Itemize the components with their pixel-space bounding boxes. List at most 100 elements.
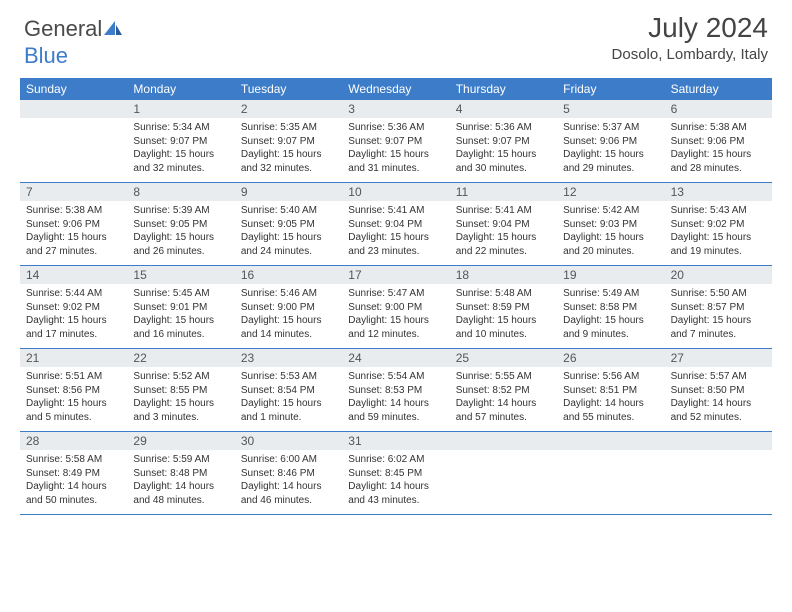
sunrise-text: Sunrise: 5:34 AM <box>133 121 228 135</box>
calendar-cell: 14Sunrise: 5:44 AMSunset: 9:02 PMDayligh… <box>20 266 127 348</box>
cell-body: Sunrise: 5:38 AMSunset: 9:06 PMDaylight:… <box>665 118 772 180</box>
sunset-text: Sunset: 9:06 PM <box>563 135 658 149</box>
daylight-text: Daylight: 15 hours and 30 minutes. <box>456 148 551 175</box>
daylight-text: Daylight: 15 hours and 20 minutes. <box>563 231 658 258</box>
daylight-text: Daylight: 15 hours and 12 minutes. <box>348 314 443 341</box>
day-number: 29 <box>127 432 234 450</box>
sunrise-text: Sunrise: 6:00 AM <box>241 453 336 467</box>
sunset-text: Sunset: 9:06 PM <box>26 218 121 232</box>
sunset-text: Sunset: 9:07 PM <box>241 135 336 149</box>
day-header-friday: Friday <box>557 78 664 100</box>
cell-body: Sunrise: 5:59 AMSunset: 8:48 PMDaylight:… <box>127 450 234 512</box>
sunset-text: Sunset: 8:46 PM <box>241 467 336 481</box>
sunset-text: Sunset: 9:00 PM <box>348 301 443 315</box>
cell-body: Sunrise: 5:47 AMSunset: 9:00 PMDaylight:… <box>342 284 449 346</box>
sunrise-text: Sunrise: 5:52 AM <box>133 370 228 384</box>
sunset-text: Sunset: 9:04 PM <box>348 218 443 232</box>
sunrise-text: Sunrise: 5:38 AM <box>26 204 121 218</box>
day-number: 8 <box>127 183 234 201</box>
cell-body: Sunrise: 5:50 AMSunset: 8:57 PMDaylight:… <box>665 284 772 346</box>
day-number: 7 <box>20 183 127 201</box>
calendar-cell: 5Sunrise: 5:37 AMSunset: 9:06 PMDaylight… <box>557 100 664 182</box>
calendar-cell: 25Sunrise: 5:55 AMSunset: 8:52 PMDayligh… <box>450 349 557 431</box>
cell-body: Sunrise: 5:41 AMSunset: 9:04 PMDaylight:… <box>450 201 557 263</box>
sunset-text: Sunset: 9:05 PM <box>241 218 336 232</box>
sunset-text: Sunset: 9:05 PM <box>133 218 228 232</box>
sunrise-text: Sunrise: 5:46 AM <box>241 287 336 301</box>
cell-body: Sunrise: 5:42 AMSunset: 9:03 PMDaylight:… <box>557 201 664 263</box>
cell-body: Sunrise: 5:35 AMSunset: 9:07 PMDaylight:… <box>235 118 342 180</box>
calendar-cell <box>450 432 557 514</box>
week-row: 7Sunrise: 5:38 AMSunset: 9:06 PMDaylight… <box>20 183 772 266</box>
daylight-text: Daylight: 15 hours and 24 minutes. <box>241 231 336 258</box>
day-number <box>20 100 127 118</box>
calendar-cell: 16 Sunrise: 5:46 AMSunset: 9:00 PMDayligh… <box>235 266 342 348</box>
calendar-cell: 8Sunrise: 5:39 AMSunset: 9:05 PMDaylight… <box>127 183 234 265</box>
sunrise-text: Sunrise: 5:35 AM <box>241 121 336 135</box>
daylight-text: Daylight: 14 hours and 43 minutes. <box>348 480 443 507</box>
calendar-cell: 27Sunrise: 5:57 AMSunset: 8:50 PMDayligh… <box>665 349 772 431</box>
day-number: 6 <box>665 100 772 118</box>
sunset-text: Sunset: 9:03 PM <box>563 218 658 232</box>
cell-body: Sunrise: 5:36 AMSunset: 9:07 PMDaylight:… <box>342 118 449 180</box>
sunset-text: Sunset: 9:04 PM <box>456 218 551 232</box>
calendar-cell <box>557 432 664 514</box>
sunset-text: Sunset: 9:00 PM <box>241 301 336 315</box>
calendar-cell: 17Sunrise: 5:47 AMSunset: 9:00 PMDayligh… <box>342 266 449 348</box>
daylight-text: Daylight: 15 hours and 5 minutes. <box>26 397 121 424</box>
daylight-text: Daylight: 15 hours and 27 minutes. <box>26 231 121 258</box>
day-number: 4 <box>450 100 557 118</box>
week-row: 28Sunrise: 5:58 AMSunset: 8:49 PMDayligh… <box>20 432 772 515</box>
sunrise-text: Sunrise: 5:49 AM <box>563 287 658 301</box>
daylight-text: Daylight: 15 hours and 29 minutes. <box>563 148 658 175</box>
sunrise-text: Sunrise: 5:36 AM <box>348 121 443 135</box>
sunset-text: Sunset: 9:02 PM <box>671 218 766 232</box>
day-number: 18 <box>450 266 557 284</box>
logo: General Blue <box>24 16 122 69</box>
cell-body: Sunrise: 5:57 AMSunset: 8:50 PMDaylight:… <box>665 367 772 429</box>
sunrise-text: Sunrise: 5:48 AM <box>456 287 551 301</box>
day-number: 17 <box>342 266 449 284</box>
day-number: 12 <box>557 183 664 201</box>
day-header-sunday: Sunday <box>20 78 127 100</box>
cell-body: Sunrise: 5:41 AMSunset: 9:04 PMDaylight:… <box>342 201 449 263</box>
day-number: 21 <box>20 349 127 367</box>
cell-body: Sunrise: 6:02 AMSunset: 8:45 PMDaylight:… <box>342 450 449 512</box>
sunset-text: Sunset: 9:02 PM <box>26 301 121 315</box>
sunset-text: Sunset: 8:52 PM <box>456 384 551 398</box>
cell-body: Sunrise: 5:58 AMSunset: 8:49 PMDaylight:… <box>20 450 127 512</box>
day-number: 24 <box>342 349 449 367</box>
day-number: 3 <box>342 100 449 118</box>
day-number: 31 <box>342 432 449 450</box>
daylight-text: Daylight: 15 hours and 14 minutes. <box>241 314 336 341</box>
calendar-cell: 21Sunrise: 5:51 AMSunset: 8:56 PMDayligh… <box>20 349 127 431</box>
calendar-cell: 19Sunrise: 5:49 AMSunset: 8:58 PMDayligh… <box>557 266 664 348</box>
calendar-cell: 1Sunrise: 5:34 AMSunset: 9:07 PMDaylight… <box>127 100 234 182</box>
day-number: 22 <box>127 349 234 367</box>
sunrise-text: Sunrise: 5:55 AM <box>456 370 551 384</box>
day-number: 5 <box>557 100 664 118</box>
cell-body: Sunrise: 5:37 AMSunset: 9:06 PMDaylight:… <box>557 118 664 180</box>
calendar-cell: 23Sunrise: 5:53 AMSunset: 8:54 PMDayligh… <box>235 349 342 431</box>
sunrise-text: Sunrise: 5:41 AM <box>456 204 551 218</box>
day-number <box>665 432 772 450</box>
cell-body: Sunrise: 5:36 AMSunset: 9:07 PMDaylight:… <box>450 118 557 180</box>
weeks-container: 1Sunrise: 5:34 AMSunset: 9:07 PMDaylight… <box>20 100 772 515</box>
daylight-text: Daylight: 15 hours and 7 minutes. <box>671 314 766 341</box>
cell-body: Sunrise: 5:34 AMSunset: 9:07 PMDaylight:… <box>127 118 234 180</box>
sunrise-text: Sunrise: 5:36 AM <box>456 121 551 135</box>
sunset-text: Sunset: 8:58 PM <box>563 301 658 315</box>
sunrise-text: Sunrise: 5:59 AM <box>133 453 228 467</box>
sunset-text: Sunset: 8:53 PM <box>348 384 443 398</box>
calendar-cell: 9Sunrise: 5:40 AMSunset: 9:05 PMDaylight… <box>235 183 342 265</box>
daylight-text: Daylight: 15 hours and 31 minutes. <box>348 148 443 175</box>
day-number: 16 <box>235 266 342 284</box>
daylight-text: Daylight: 15 hours and 19 minutes. <box>671 231 766 258</box>
sunset-text: Sunset: 9:07 PM <box>133 135 228 149</box>
cell-body: Sunrise: 5:53 AMSunset: 8:54 PMDaylight:… <box>235 367 342 429</box>
logo-text-general: General <box>24 16 102 41</box>
calendar-cell: 30Sunrise: 6:00 AMSunset: 8:46 PMDayligh… <box>235 432 342 514</box>
sunset-text: Sunset: 9:07 PM <box>456 135 551 149</box>
week-row: 14Sunrise: 5:44 AMSunset: 9:02 PMDayligh… <box>20 266 772 349</box>
sunset-text: Sunset: 8:59 PM <box>456 301 551 315</box>
